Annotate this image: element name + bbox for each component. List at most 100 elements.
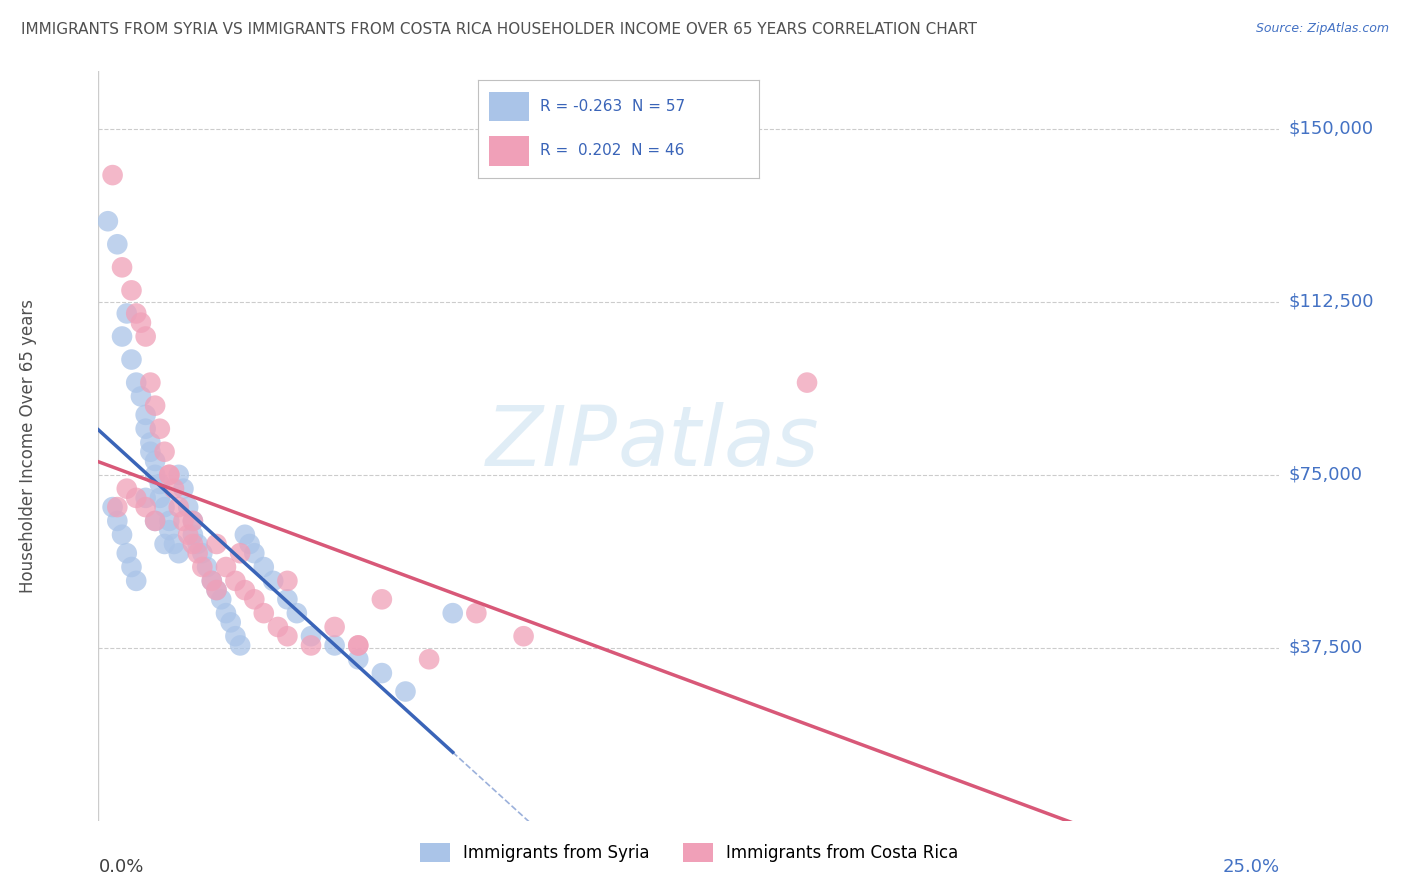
Point [157, 467, 180, 482]
Point [347, 639, 370, 653]
Point [135, 491, 157, 505]
Point [299, 639, 322, 653]
Point [195, 560, 218, 574]
Bar [489, 136, 529, 166]
Point [167, 467, 190, 482]
Point [276, 629, 298, 643]
Point [163, 537, 186, 551]
Point [371, 666, 394, 681]
Point [105, 237, 128, 252]
Point [347, 639, 370, 653]
Point [205, 583, 228, 598]
Point [135, 408, 157, 422]
Point [229, 639, 252, 653]
Point [285, 606, 308, 620]
Point [181, 537, 204, 551]
Point [418, 652, 440, 666]
Point [187, 537, 209, 551]
Point [233, 528, 256, 542]
Point [394, 684, 416, 698]
Point [323, 620, 346, 634]
Point [115, 546, 138, 560]
Point [243, 546, 266, 560]
Point [105, 514, 128, 528]
Point [149, 491, 172, 505]
Text: atlas: atlas [619, 402, 820, 483]
Point [97, 214, 120, 228]
Point [215, 560, 238, 574]
Point [276, 574, 298, 588]
Point [465, 606, 488, 620]
Point [276, 592, 298, 607]
Point [125, 376, 148, 390]
Text: $37,500: $37,500 [1289, 639, 1364, 657]
Point [139, 435, 162, 450]
Point [187, 546, 209, 560]
Point [143, 514, 166, 528]
Bar [489, 92, 529, 121]
Point [191, 560, 214, 574]
Point [135, 500, 157, 514]
Point [181, 514, 204, 528]
Point [143, 454, 166, 468]
Point [139, 376, 162, 390]
Point [167, 546, 190, 560]
Point [239, 537, 262, 551]
Point [267, 620, 290, 634]
Point [125, 574, 148, 588]
Point [215, 606, 238, 620]
Point [796, 376, 818, 390]
Point [167, 500, 190, 514]
Point [177, 528, 200, 542]
Point [299, 629, 322, 643]
Point [201, 574, 224, 588]
Point [111, 528, 134, 542]
Point [191, 546, 214, 560]
Point [153, 500, 176, 514]
Point [172, 514, 194, 528]
Point [224, 574, 246, 588]
Point [163, 482, 186, 496]
Point [143, 514, 166, 528]
Point [243, 592, 266, 607]
Point [157, 523, 180, 537]
Point [129, 389, 152, 403]
Point [149, 422, 172, 436]
Point [121, 352, 143, 367]
Text: IMMIGRANTS FROM SYRIA VS IMMIGRANTS FROM COSTA RICA HOUSEHOLDER INCOME OVER 65 Y: IMMIGRANTS FROM SYRIA VS IMMIGRANTS FROM… [21, 22, 977, 37]
Point [125, 491, 148, 505]
Text: ZIP: ZIP [486, 402, 619, 483]
Point [139, 444, 162, 458]
Point [229, 546, 252, 560]
Point [205, 583, 228, 598]
Point [219, 615, 242, 630]
Point [233, 583, 256, 598]
Point [101, 500, 124, 514]
Point [512, 629, 534, 643]
Text: $112,500: $112,500 [1289, 293, 1375, 311]
Legend: Immigrants from Syria, Immigrants from Costa Rica: Immigrants from Syria, Immigrants from C… [413, 836, 965, 869]
Point [121, 284, 143, 298]
Point [177, 500, 200, 514]
Point [111, 260, 134, 275]
Text: Source: ZipAtlas.com: Source: ZipAtlas.com [1256, 22, 1389, 36]
Point [149, 477, 172, 491]
Point [323, 639, 346, 653]
Point [135, 329, 157, 343]
Point [125, 306, 148, 320]
Text: $75,000: $75,000 [1289, 466, 1362, 483]
Point [253, 606, 276, 620]
Text: R = -0.263  N = 57: R = -0.263 N = 57 [540, 99, 685, 114]
Text: Householder Income Over 65 years: Householder Income Over 65 years [18, 299, 37, 593]
Text: 0.0%: 0.0% [98, 857, 143, 876]
Text: $150,000: $150,000 [1289, 120, 1374, 138]
Point [111, 329, 134, 343]
Text: R =  0.202  N = 46: R = 0.202 N = 46 [540, 144, 685, 159]
Point [224, 629, 246, 643]
Point [347, 652, 370, 666]
Point [253, 560, 276, 574]
Point [143, 467, 166, 482]
Point [262, 574, 284, 588]
Point [201, 574, 224, 588]
Point [143, 399, 166, 413]
